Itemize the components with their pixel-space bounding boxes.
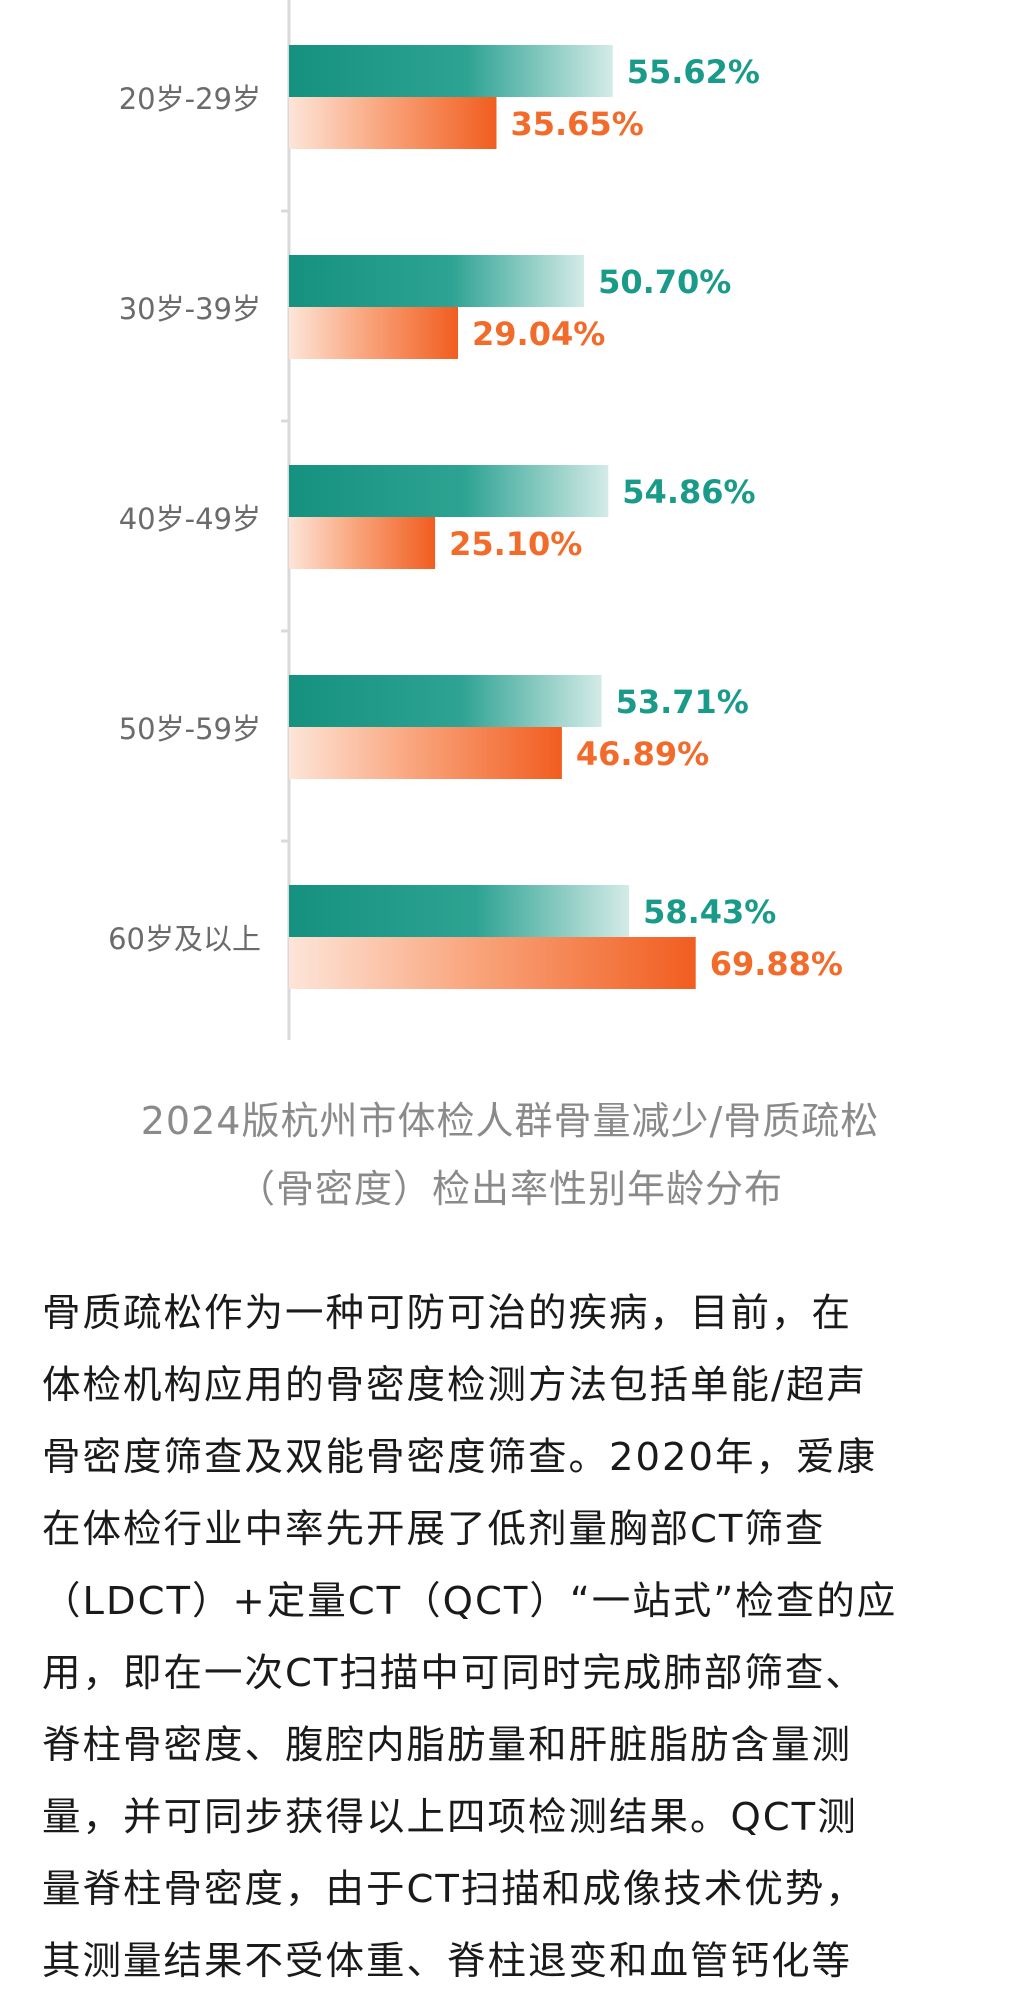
- article-line: 量，并可同步获得以上四项检测结果。QCT测: [42, 1795, 858, 1840]
- bar-series-2: [289, 307, 459, 359]
- bar-series-1: [289, 675, 602, 727]
- data-label: 58.43%: [643, 893, 776, 931]
- chart-caption-line-1: 2024版杭州市体检人群骨量减少/骨质疏松: [140, 1099, 880, 1143]
- data-label: 55.62%: [627, 53, 760, 91]
- article-line: 量脊柱骨密度，由于CT扫描和成像技术优势，: [42, 1867, 866, 1912]
- category-label: 30岁-39岁: [119, 292, 261, 326]
- bar-series-2: [289, 517, 436, 569]
- article-line: 用，即在一次CT扫描中可同时完成肺部筛查、: [42, 1651, 866, 1696]
- article-line: （LDCT）+定量CT（QCT）“一站式”检查的应: [42, 1579, 898, 1624]
- chart: 20岁-29岁 55.62% 35.65% 30岁-39岁 50.70% 29.04% 40…: [108, 0, 843, 1040]
- article-body: 骨质疏松作为一种可防可治的疾病，目前，在 体检机构应用的骨密度检测方法包括单能/…: [42, 1278, 982, 1998]
- bar-series-1: [289, 465, 609, 517]
- bar-series-1: [289, 885, 630, 937]
- category-label: 20岁-29岁: [119, 82, 261, 116]
- data-label: 46.89%: [576, 735, 709, 773]
- article-line: 体检机构应用的骨密度检测方法包括单能/超声: [42, 1363, 867, 1408]
- bar-series-1: [289, 255, 585, 307]
- data-label: 25.10%: [449, 525, 582, 563]
- article-line: 脊柱骨密度、腹腔内脂肪量和肝脏脂肪含量测: [42, 1723, 853, 1768]
- data-label: 53.71%: [616, 683, 749, 721]
- bar-series-2: [289, 97, 497, 149]
- chart-caption-line-2: （骨密度）检出率性别年龄分布: [236, 1167, 783, 1211]
- data-label: 54.86%: [622, 473, 755, 511]
- data-label: 35.65%: [510, 105, 643, 143]
- data-label: 69.88%: [710, 945, 843, 983]
- bar-series-2: [289, 937, 696, 989]
- bar-chart-svg: 20岁-29岁 55.62% 35.65% 30岁-39岁 50.70% 29.04% 40…: [108, 0, 843, 1040]
- article-line: 在体检行业中率先开展了低剂量胸部CT筛查: [42, 1507, 826, 1552]
- category-label: 60岁及以上: [108, 922, 261, 956]
- bar-series-2: [289, 727, 562, 779]
- bar-series-1: [289, 45, 613, 97]
- data-label: 29.04%: [472, 315, 605, 353]
- category-label: 50岁-59岁: [119, 712, 261, 746]
- article-line: 骨质疏松作为一种可防可治的疾病，目前，在: [42, 1291, 853, 1336]
- article-line: 骨密度筛查及双能骨密度筛查。2020年，爱康: [42, 1435, 877, 1480]
- category-label: 40岁-49岁: [119, 502, 261, 536]
- data-label: 50.70%: [598, 263, 731, 301]
- article-line: 其测量结果不受体重、脊柱退变和血管钙化等: [42, 1939, 853, 1984]
